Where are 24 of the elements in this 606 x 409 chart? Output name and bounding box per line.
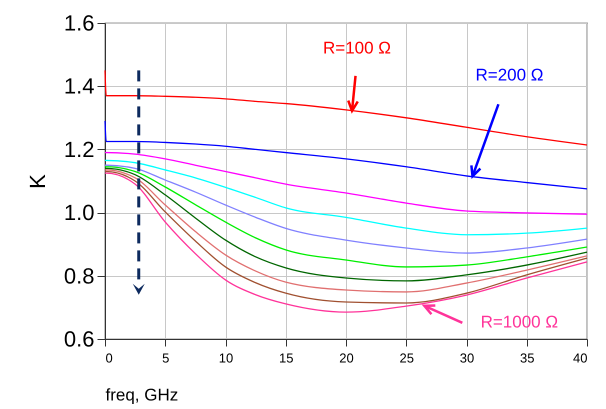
line-series xyxy=(104,152,588,215)
x-tick-label: 30 xyxy=(460,350,474,366)
x-tick-label: 40 xyxy=(573,350,588,366)
y-axis-title: K xyxy=(24,174,50,189)
x-axis-title: freq, GHz xyxy=(106,386,178,404)
x-tick-label: 35 xyxy=(520,350,534,366)
y-tick-label: 1.6 xyxy=(64,10,94,36)
y-tick-label: 1.0 xyxy=(64,200,94,226)
x-tick-label: 25 xyxy=(400,350,414,366)
annotation: R=200 Ω xyxy=(476,66,544,85)
annotation: R=1000 Ω xyxy=(480,312,558,332)
x-tick-label: 10 xyxy=(218,350,234,366)
x-tick-label: 5 xyxy=(162,350,170,366)
x-tick-label: 15 xyxy=(279,350,294,366)
line-series xyxy=(104,70,588,146)
y-tick-label: 1.2 xyxy=(64,136,94,162)
annotation: R=100 Ω xyxy=(323,38,392,58)
y-tick-label: 0.6 xyxy=(64,326,94,352)
line-series xyxy=(104,160,588,236)
x-tick-label: 0 xyxy=(106,350,113,366)
y-tick-label: 1.4 xyxy=(64,74,94,99)
line-series xyxy=(104,120,588,190)
y-tick-label: 0.8 xyxy=(64,263,94,288)
x-tick-label: 20 xyxy=(339,350,354,366)
